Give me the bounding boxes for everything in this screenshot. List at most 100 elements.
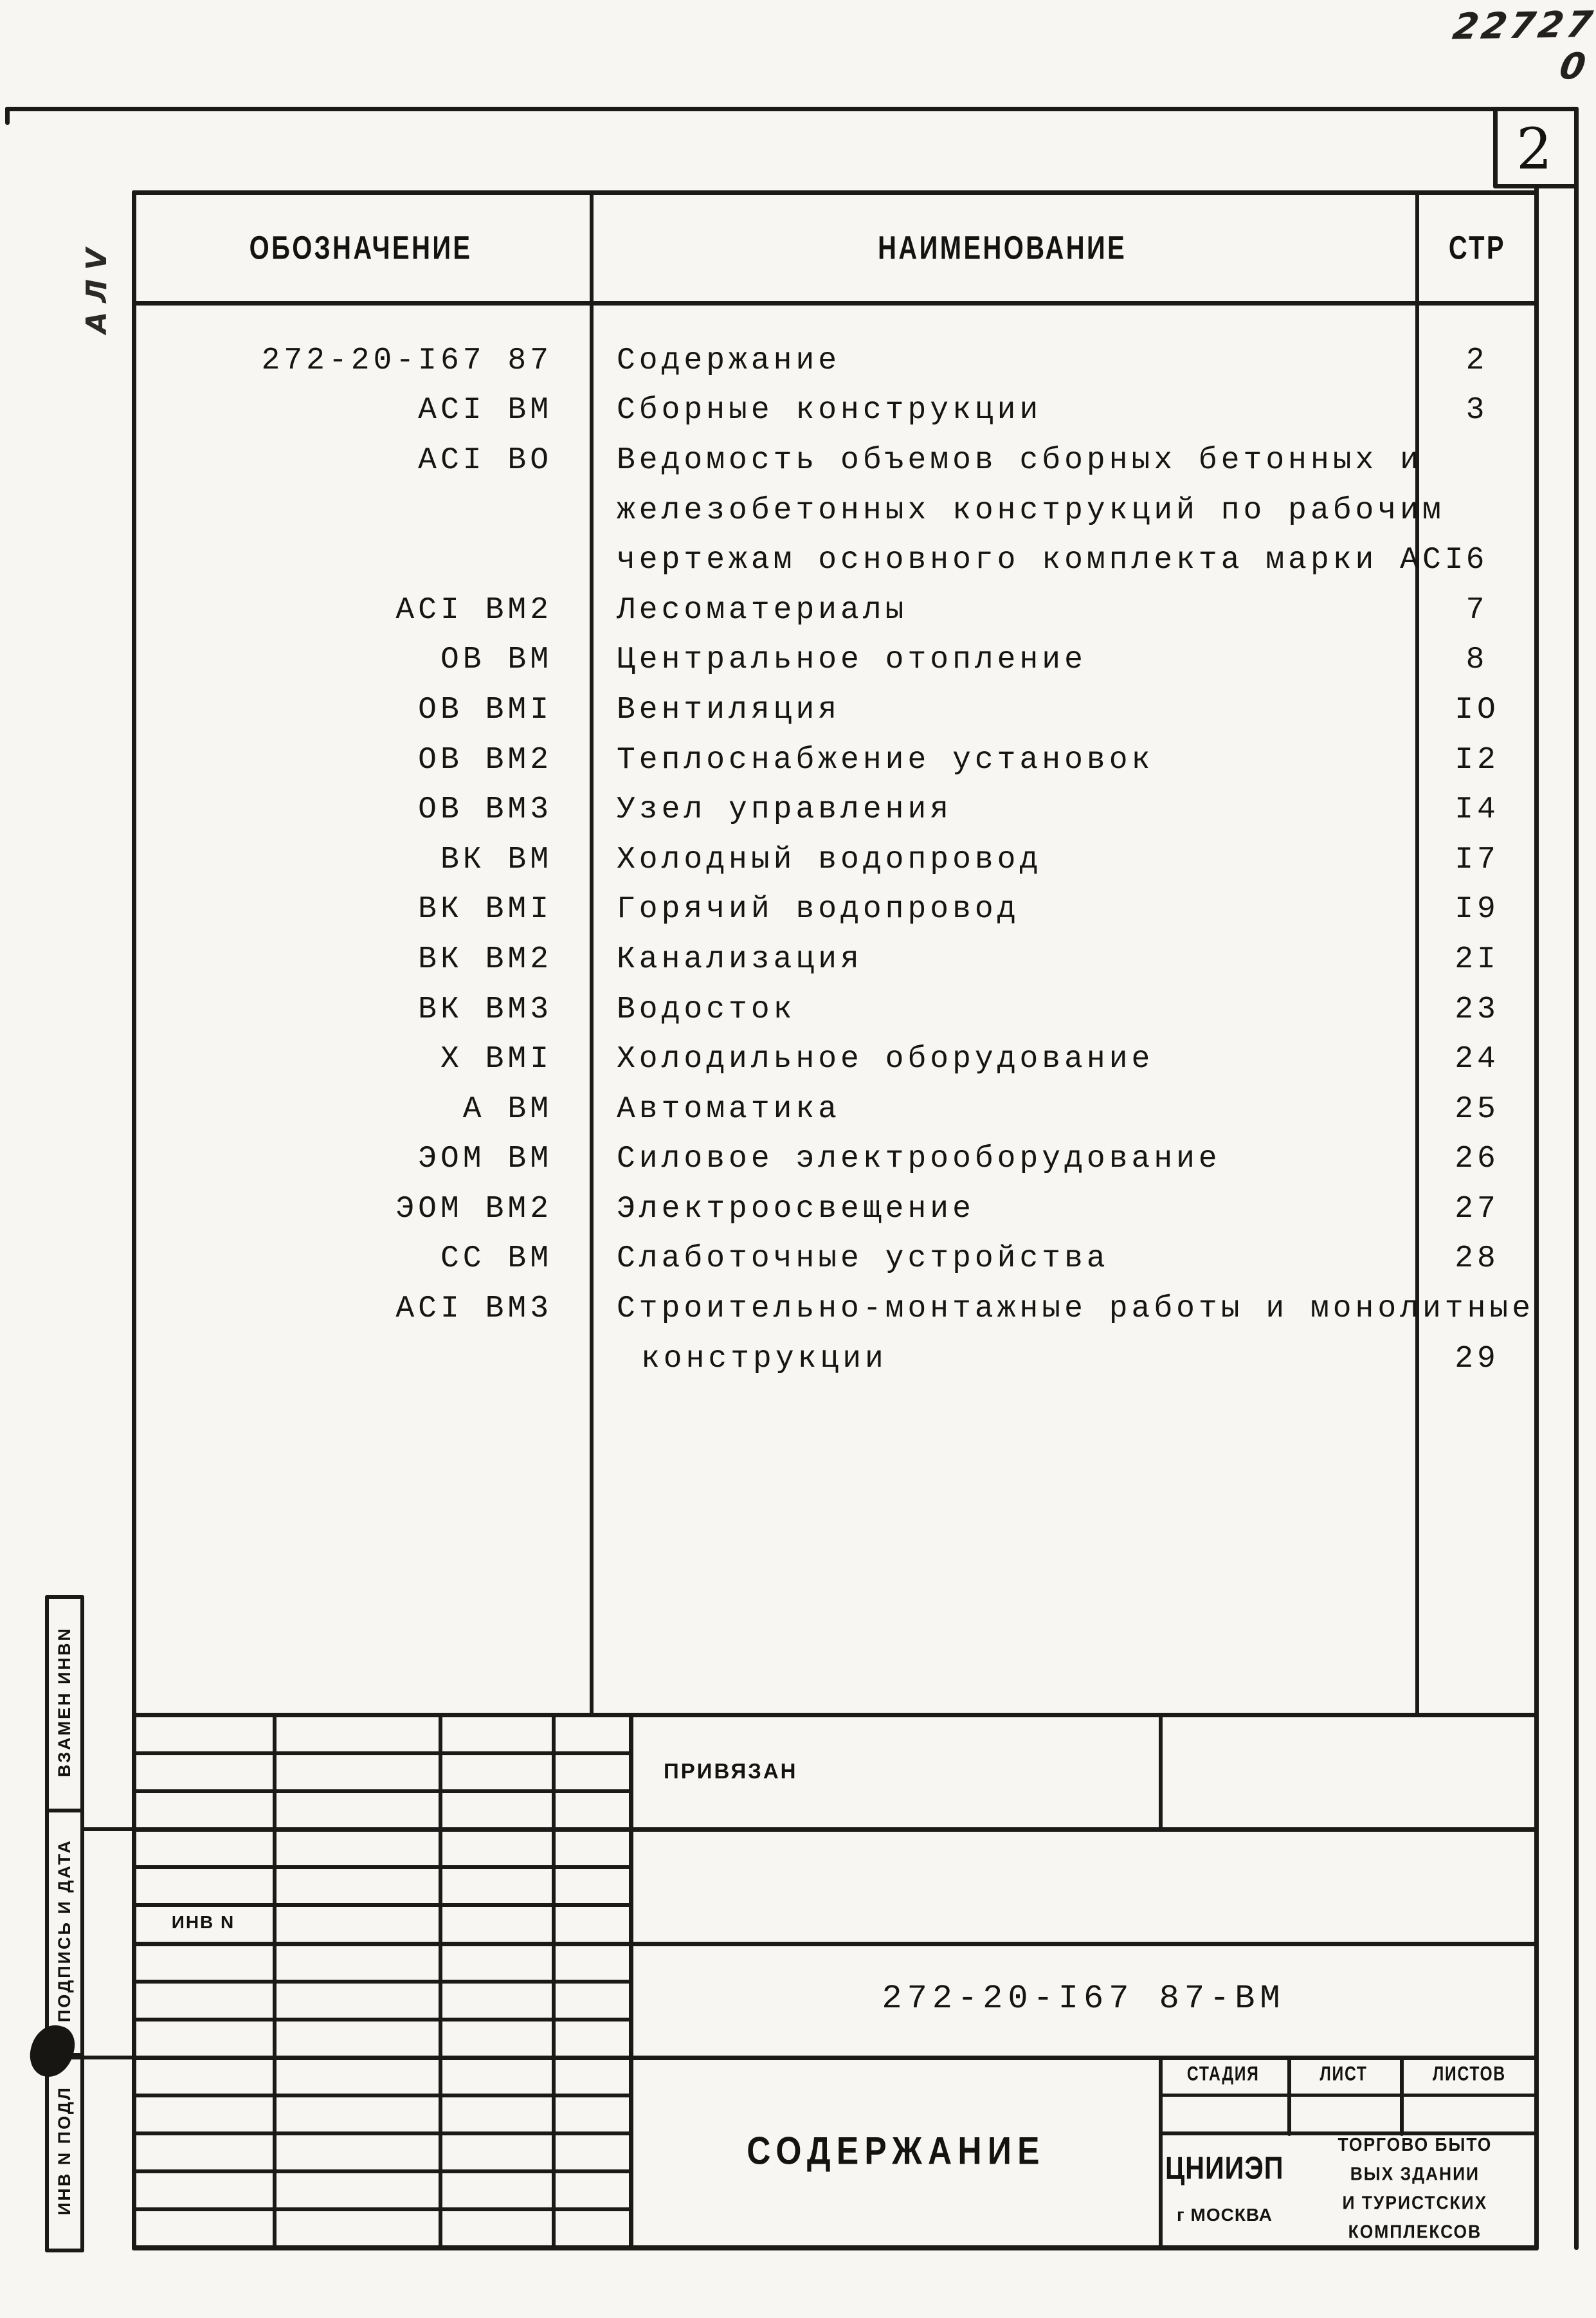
handwritten-number: 22727 0 bbox=[1449, 3, 1596, 88]
designation-cell: ОВ ВМI bbox=[418, 692, 552, 727]
org-dept-line: ВЫХ ЗДАНИИ bbox=[1350, 2163, 1480, 2184]
name-cell: Теплоснабжение установок bbox=[617, 742, 1154, 778]
sheets-label: ЛИСТОВ bbox=[1433, 2063, 1506, 2086]
privyazan-label: ПРИВЯЗАН bbox=[664, 1759, 798, 1783]
page-cell: 23 bbox=[1455, 992, 1500, 1027]
grid-line bbox=[5, 107, 10, 125]
table-row: АСI ВМ3 Строительно-монтажные работы и мо… bbox=[132, 1284, 1539, 1334]
grid-line bbox=[132, 1903, 633, 1907]
designation-cell: АСI ВМ3 bbox=[395, 1291, 552, 1327]
document-title-cell: СОДЕРЖАНИЕ bbox=[633, 2056, 1159, 2245]
table-row: ВК ВМ Холодный водопровод I7 bbox=[132, 835, 1539, 885]
grid-line bbox=[80, 1827, 135, 1831]
sheet-box-left bbox=[1493, 109, 1498, 188]
grid-line bbox=[45, 2249, 84, 2252]
designation-cell: АСI ВМ bbox=[418, 393, 552, 428]
top-rule bbox=[5, 107, 1579, 111]
grid-line bbox=[132, 1827, 1539, 1832]
sheet-number: 2 bbox=[1493, 114, 1575, 183]
header-page: СТР bbox=[1415, 193, 1539, 301]
page-right-border bbox=[1574, 108, 1579, 2250]
name-cell: конструкции bbox=[641, 1341, 887, 1376]
org-city: г МОСКВА bbox=[1177, 2205, 1273, 2225]
name-cell: Автоматика bbox=[617, 1091, 841, 1127]
designation-cell: 272-20-I67 87 bbox=[261, 343, 552, 378]
table-row: ОВ ВМ Центральное отопление 8 bbox=[132, 635, 1539, 686]
page-cell: IO bbox=[1455, 692, 1500, 727]
name-cell: железобетонных конструкций по рабочим bbox=[617, 493, 1445, 528]
page-cell: 25 bbox=[1455, 1091, 1500, 1127]
table-row: железобетонных конструкций по рабочим bbox=[132, 486, 1539, 536]
document-number: 272-20-I67 87-ВМ bbox=[882, 1980, 1285, 2018]
name-cell: Электроосвещение bbox=[617, 1191, 975, 1227]
margin-box-inv-podl: ИНВ N ПОДЛ bbox=[54, 2086, 74, 2216]
designation-cell: ВК ВМ2 bbox=[418, 942, 552, 977]
sheet-cell: ЛИСТ bbox=[1287, 2056, 1400, 2094]
toc-rows: 272-20-I67 87 Содержание 2 АСI ВМ Сборные ко… bbox=[132, 336, 1539, 1383]
grid-line bbox=[45, 1595, 84, 1599]
designation-cell: ВК ВМ bbox=[440, 842, 552, 877]
header-designation: ОБОЗНАЧЕНИЕ bbox=[132, 193, 590, 301]
grid-line bbox=[1159, 2094, 1539, 2097]
designation-cell: ОВ ВМ bbox=[440, 643, 552, 678]
grid-line bbox=[132, 1789, 633, 1793]
designation-cell: ОВ ВМ2 bbox=[418, 742, 552, 778]
page-cell: 26 bbox=[1455, 1142, 1500, 1177]
page-cell: 28 bbox=[1455, 1241, 1500, 1277]
sheets-cell: ЛИСТОВ bbox=[1400, 2056, 1539, 2094]
stage-label: СТАДИЯ bbox=[1186, 2063, 1260, 2086]
page-cell: 8 bbox=[1465, 643, 1489, 678]
name-cell: Канализация bbox=[617, 942, 863, 977]
sheet-label: ЛИСТ bbox=[1319, 2063, 1368, 2086]
page-cell: I9 bbox=[1455, 892, 1500, 927]
page-cell: 24 bbox=[1455, 1042, 1500, 1077]
name-cell: Сборные конструкции bbox=[617, 393, 1042, 428]
grid-line bbox=[45, 1595, 49, 2252]
org-department: ТОРГОВО БЫТО ВЫХ ЗДАНИИ И ТУРИСТСКИХ КОМ… bbox=[1338, 2130, 1492, 2247]
name-cell: Лесоматериалы bbox=[617, 592, 908, 628]
document-title: СОДЕРЖАНИЕ bbox=[746, 2128, 1046, 2173]
designation-cell: ЭОМ ВМ2 bbox=[395, 1191, 552, 1227]
header-name: НАИМЕНОВАНИЕ bbox=[590, 193, 1415, 301]
table-row: конструкции 29 bbox=[132, 1334, 1539, 1384]
page-cell: 6 bbox=[1465, 543, 1489, 578]
page-cell: 29 bbox=[1455, 1341, 1500, 1376]
header-name-label: НАИМЕНОВАНИЕ bbox=[878, 228, 1127, 266]
table-row: ОВ ВМ2 Теплоснабжение установок I2 bbox=[132, 735, 1539, 785]
designation-cell: ВК ВМ3 bbox=[418, 992, 552, 1027]
table-row: ЭОМ ВМ Силовое электрооборудование 26 bbox=[132, 1135, 1539, 1185]
table-row: ВК ВМ2 Канализация 2I bbox=[132, 935, 1539, 985]
grid-line bbox=[132, 2094, 633, 2097]
table-row: чертежам основного комплекта марки АСI 6 bbox=[132, 535, 1539, 585]
header-underline bbox=[132, 301, 1539, 306]
grid-line bbox=[132, 1980, 633, 1984]
designation-cell: АСI ВО bbox=[418, 443, 552, 478]
table-row: АСI ВО Ведомость объемов сборных бетонных… bbox=[132, 435, 1539, 486]
privyazan-cell: ПРИВЯЗАН bbox=[633, 1715, 1190, 1827]
page-cell: I4 bbox=[1455, 792, 1500, 828]
grid-line bbox=[1159, 2131, 1539, 2135]
grid-line bbox=[45, 1809, 84, 1812]
page-cell: I7 bbox=[1455, 842, 1500, 877]
table-row: А ВМ Автоматика 25 bbox=[132, 1084, 1539, 1135]
margin-box-vzamen: ВЗАМЕН ИНВN bbox=[54, 1627, 74, 1777]
name-cell: Узел управления bbox=[617, 792, 953, 828]
table-row: ОВ ВМ3 Узел управления I4 bbox=[132, 785, 1539, 835]
sheet-number-value: 2 bbox=[1516, 115, 1552, 182]
table-row: АСI ВМ Сборные конструкции 3 bbox=[132, 386, 1539, 436]
grid-line bbox=[1159, 1715, 1163, 1832]
column-divider-designation bbox=[590, 190, 594, 1717]
name-cell: Горячий водопровод bbox=[617, 892, 1020, 927]
header-page-label: СТР bbox=[1448, 228, 1506, 266]
name-cell: Слаботочные устройства bbox=[617, 1241, 1109, 1277]
page-cell: 27 bbox=[1455, 1191, 1500, 1227]
table-row: ВК ВМI Горячий водопровод I9 bbox=[132, 885, 1539, 935]
grid-line bbox=[132, 2056, 1539, 2060]
column-divider-page bbox=[1415, 190, 1419, 1717]
page-cell: 2 bbox=[1465, 343, 1489, 378]
inv-n-cell: ИНВ N bbox=[132, 1903, 275, 1942]
org-name-cell: ЦНИИЭП г МОСКВА bbox=[1159, 2131, 1291, 2245]
table-top-border bbox=[132, 190, 1539, 195]
page-cell: I2 bbox=[1455, 742, 1500, 778]
